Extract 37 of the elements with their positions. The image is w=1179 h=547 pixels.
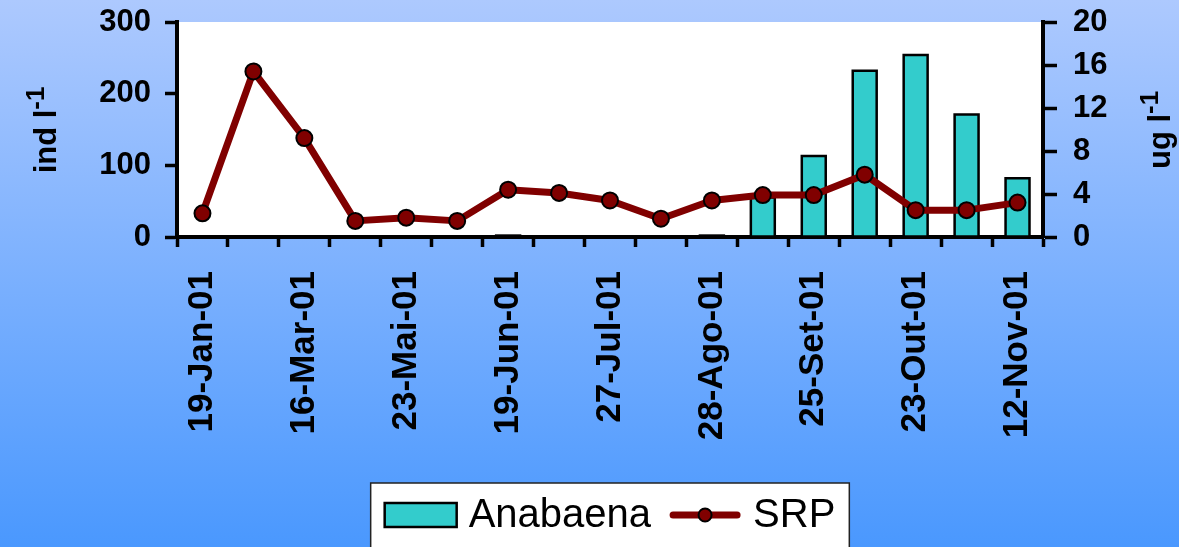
x-tick-label: 28-Ago-01	[689, 271, 729, 441]
x-tick-label: 23-Mai-01	[383, 271, 423, 431]
point	[193, 204, 212, 223]
x-tick-label: 25-Set-01	[791, 271, 831, 427]
point	[906, 201, 925, 220]
y2-tick-label: 8	[1073, 131, 1091, 167]
y2-tick-label: 4	[1073, 174, 1091, 210]
y2-tick-label: 20	[1073, 2, 1108, 38]
point	[753, 186, 772, 205]
y-tick-label: 200	[99, 74, 151, 110]
x-tick-label: 16-Mar-01	[282, 271, 322, 435]
point	[550, 183, 569, 202]
legend-label: Anabaena	[468, 491, 652, 536]
x-tick-label: 27-Jul-01	[587, 271, 627, 423]
x-tick-label: 23-Out-01	[893, 271, 933, 433]
x-tick-label: 19-Jun-01	[485, 271, 525, 435]
point	[957, 201, 976, 220]
point	[397, 208, 416, 227]
legend-label: SRP	[753, 491, 836, 536]
y-tick-label: 0	[133, 217, 151, 253]
y2-tick-label: 12	[1073, 88, 1108, 124]
x-tick-label: 19-Jan-01	[180, 271, 220, 433]
x-tick-label: 12-Nov-01	[995, 271, 1035, 439]
point	[601, 191, 619, 210]
point	[702, 191, 721, 210]
point	[295, 129, 314, 148]
point	[651, 209, 670, 228]
y2-tick-label: 0	[1073, 217, 1091, 253]
point	[855, 165, 874, 184]
point	[804, 186, 823, 205]
point	[346, 211, 365, 230]
point	[244, 62, 263, 81]
point	[499, 180, 518, 199]
y-tick-label: 100	[99, 145, 151, 181]
point	[448, 211, 467, 230]
y-tick-label: 300	[99, 2, 151, 38]
y2-tick-label: 16	[1073, 45, 1108, 81]
